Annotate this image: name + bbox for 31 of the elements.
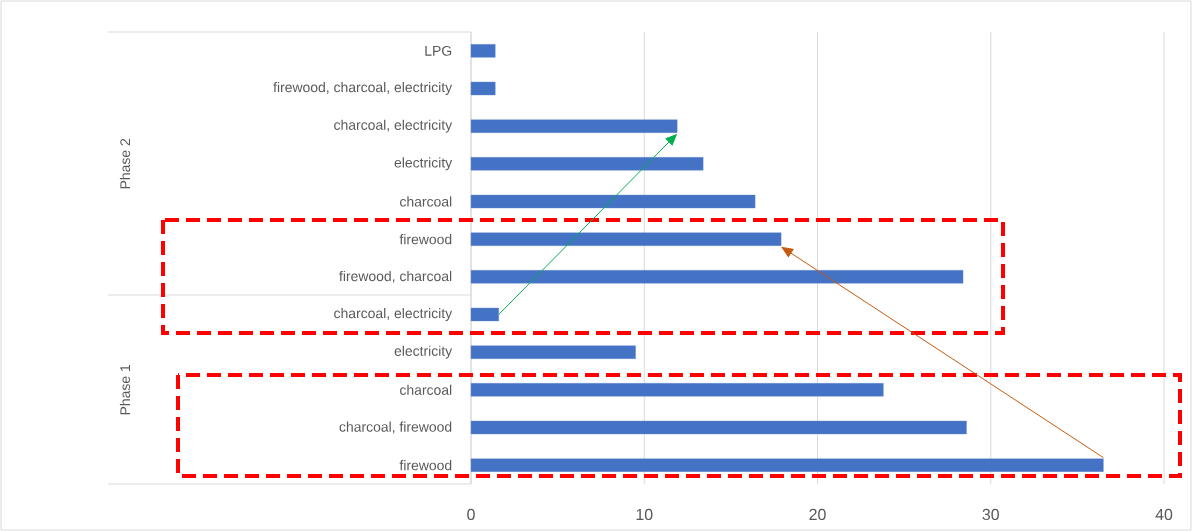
text: Phase 2 xyxy=(119,138,131,189)
y-tick-label: charcoal, electricity xyxy=(334,307,453,321)
bar xyxy=(470,420,967,435)
y-tick-label: firewood xyxy=(399,460,452,471)
y-tick-label: electricity xyxy=(394,157,453,171)
y-tick-label: charcoal xyxy=(400,196,452,207)
x-tick-label: 30 xyxy=(982,508,999,521)
x-tick-label: 20 xyxy=(809,508,826,521)
y-tick-label: firewood, charcoal xyxy=(339,270,452,283)
bar xyxy=(470,383,884,397)
text: Phase 1 xyxy=(119,364,131,415)
x-tick-label: 10 xyxy=(636,508,653,521)
bar xyxy=(470,194,756,209)
y-tick-label: charcoal, electricity xyxy=(334,119,453,133)
y-tick-label: LPG xyxy=(425,45,452,56)
bar xyxy=(470,270,964,284)
bar xyxy=(470,345,636,359)
y-tick-label: charcoal, firewood xyxy=(339,421,452,434)
bar xyxy=(470,458,1104,472)
bar xyxy=(470,232,782,246)
bar xyxy=(470,81,496,96)
bar xyxy=(470,307,499,322)
y-tick-label: charcoal xyxy=(400,384,452,395)
bar xyxy=(470,119,678,133)
y-tick-label: electricity xyxy=(394,345,453,359)
y-tick-label: firewood, charcoal, electricity xyxy=(273,81,453,95)
y-tick-label: firewood xyxy=(399,234,452,245)
x-tick-label: 40 xyxy=(1155,508,1173,521)
bar xyxy=(470,44,496,58)
bar xyxy=(470,157,704,171)
x-tick-label: 0 xyxy=(467,508,475,521)
